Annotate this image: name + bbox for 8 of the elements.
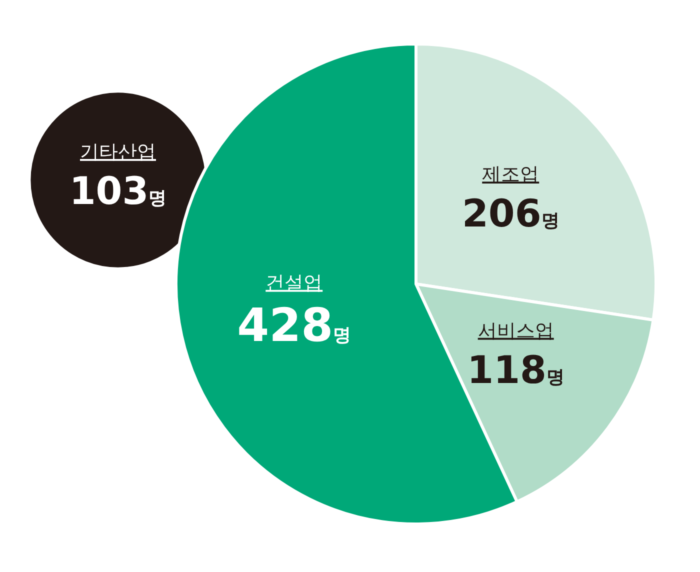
value-label: 428명 <box>237 298 352 352</box>
value-label: 118명 <box>467 348 565 392</box>
value-label: 206명 <box>462 192 560 236</box>
category-label: 제조업 <box>482 164 540 186</box>
category-label: 기타산업 <box>80 141 156 163</box>
category-label: 서비스업 <box>478 320 554 342</box>
category-label: 건설업 <box>266 272 323 294</box>
value-label: 103명 <box>69 169 167 213</box>
